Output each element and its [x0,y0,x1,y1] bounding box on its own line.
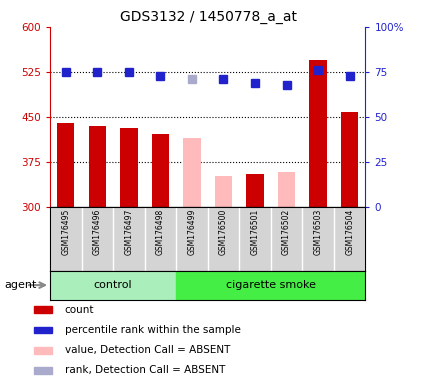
Text: percentile rank within the sample: percentile rank within the sample [65,325,240,335]
Bar [34,347,52,354]
Bar [89,126,106,207]
Bar [34,367,52,374]
Bar [309,60,326,207]
Text: GSM176501: GSM176501 [250,209,259,255]
Text: cigarette smoke: cigarette smoke [225,280,315,290]
Bar [50,271,176,300]
Text: control: control [94,280,132,290]
Bar [246,174,263,207]
Text: GSM176497: GSM176497 [124,209,133,255]
Text: rank, Detection Call = ABSENT: rank, Detection Call = ABSENT [65,366,224,376]
Text: value, Detection Call = ABSENT: value, Detection Call = ABSENT [65,345,230,355]
Text: GSM176504: GSM176504 [344,209,353,255]
Bar [120,128,137,207]
Bar [340,112,358,207]
Bar [151,134,169,207]
Text: GSM176500: GSM176500 [218,209,227,255]
Text: GSM176495: GSM176495 [61,209,70,255]
Text: count: count [65,305,94,314]
Bar [57,123,74,207]
Text: GSM176499: GSM176499 [187,209,196,255]
Text: agent: agent [4,280,36,290]
Bar [277,172,295,207]
Text: GSM176498: GSM176498 [155,209,164,255]
Text: GSM176496: GSM176496 [92,209,102,255]
Text: GSM176502: GSM176502 [281,209,290,255]
Text: GDS3132 / 1450778_a_at: GDS3132 / 1450778_a_at [120,10,296,23]
Bar [214,176,232,207]
Bar [183,138,200,207]
Bar [34,326,52,333]
Bar [176,271,365,300]
Bar [34,306,52,313]
Text: GSM176503: GSM176503 [313,209,322,255]
